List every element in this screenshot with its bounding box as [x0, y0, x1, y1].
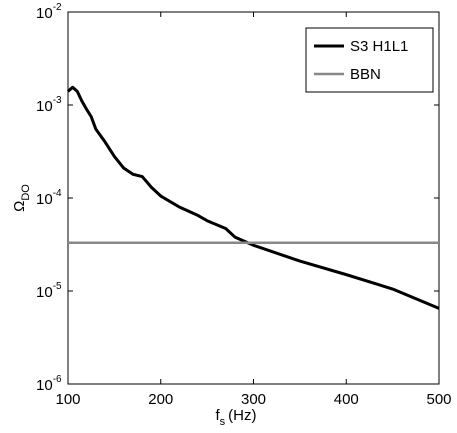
x-axis-label: fs (Hz) [216, 407, 257, 428]
y-tick-base: 10 [36, 191, 53, 208]
x-tick-label: 400 [334, 391, 359, 408]
x-tick-label: 200 [148, 391, 173, 408]
x-tick-label: 300 [241, 391, 266, 408]
y-tick-base: 10 [36, 98, 53, 115]
y-axis-label: ΩDO [11, 184, 32, 212]
y-tick-base: 10 [36, 5, 53, 22]
series-line [67, 85, 440, 310]
x-tick-label: 100 [55, 391, 80, 408]
legend-label: S3 H1L1 [350, 38, 408, 55]
y-tick-label: 10-4 [36, 188, 62, 208]
y-tick-label: 10-2 [36, 2, 62, 22]
y-tick-exp: -4 [53, 188, 62, 199]
y-tick-exp: -6 [53, 374, 62, 385]
y-tick-base: 10 [36, 284, 53, 301]
y-tick-exp: -2 [53, 2, 62, 13]
y-tick-label: 10-6 [36, 374, 62, 394]
y-tick-exp: -5 [53, 281, 62, 292]
legend-box [305, 27, 434, 93]
y-tick-exp: -3 [53, 95, 62, 106]
y-tick-base: 10 [36, 377, 53, 394]
legend-label: BBN [350, 66, 381, 83]
y-tick-label: 10-5 [36, 281, 62, 301]
x-tick-label: 500 [426, 391, 451, 408]
y-tick-label: 10-3 [36, 95, 62, 115]
